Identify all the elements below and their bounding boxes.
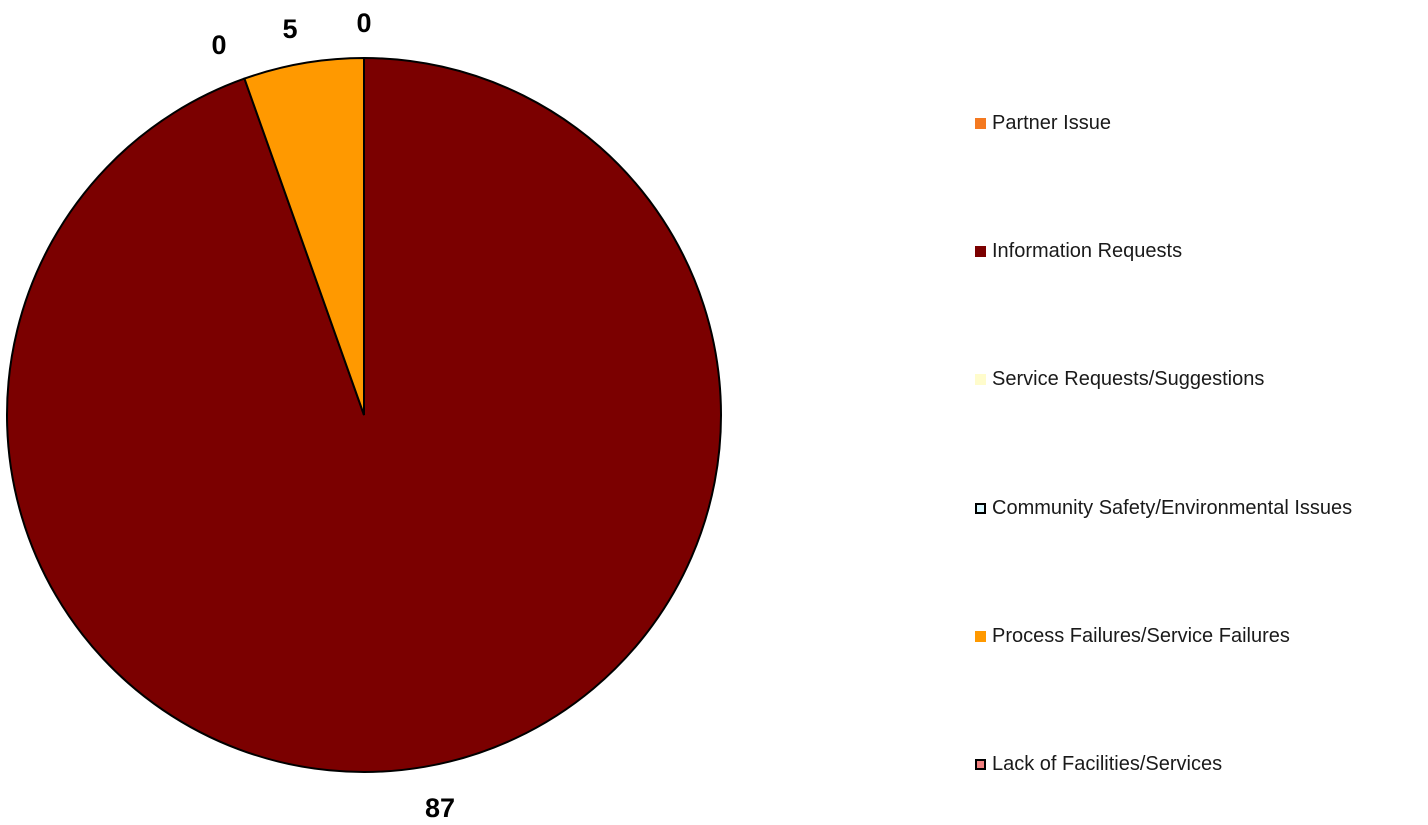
legend-item-process-failures-service-failures: Process Failures/Service Failures xyxy=(975,625,1290,648)
legend-swatch xyxy=(975,246,986,258)
legend-item-partner-issue: Partner Issue xyxy=(975,112,1111,135)
pie-slices xyxy=(6,56,722,773)
pie-slice-process-failures-service-failures xyxy=(243,56,365,416)
legend-item-lack-of-facilities-services: Lack of Facilities/Services xyxy=(975,753,1222,776)
data-label-community-safety-environmental-issues: 0 xyxy=(211,30,226,60)
legend-label: Partner Issue xyxy=(992,112,1111,134)
legend-item-information-requests: Information Requests xyxy=(975,240,1182,263)
legend-label: Information Requests xyxy=(992,240,1183,263)
data-label-process-failures-service-failures: 5 xyxy=(282,14,297,44)
legend-swatch xyxy=(975,502,986,514)
legend-item-service-requests-suggestions: Service Requests/Suggestions xyxy=(975,368,1264,391)
legend-label: Process Failures/Service Failures xyxy=(992,624,1290,647)
legend-label: Service Requests/Suggestions xyxy=(992,368,1265,391)
legend-label: Community Safety/Environmental Issues xyxy=(992,496,1353,519)
legend-item-community-safety-environmental-issues: Community Safety/Environmental Issues xyxy=(975,497,1352,520)
data-label-lack-of-facilities-services: 0 xyxy=(356,8,371,38)
legend-swatch xyxy=(975,374,986,386)
legend-swatch xyxy=(975,630,986,642)
data-labels: 87 0 5 0 xyxy=(211,8,455,823)
legend-label: Lack of Facilities/Services xyxy=(992,753,1223,775)
data-label-information-requests: 87 xyxy=(425,793,455,823)
legend-swatch xyxy=(975,118,986,129)
legend-swatch xyxy=(975,759,986,770)
